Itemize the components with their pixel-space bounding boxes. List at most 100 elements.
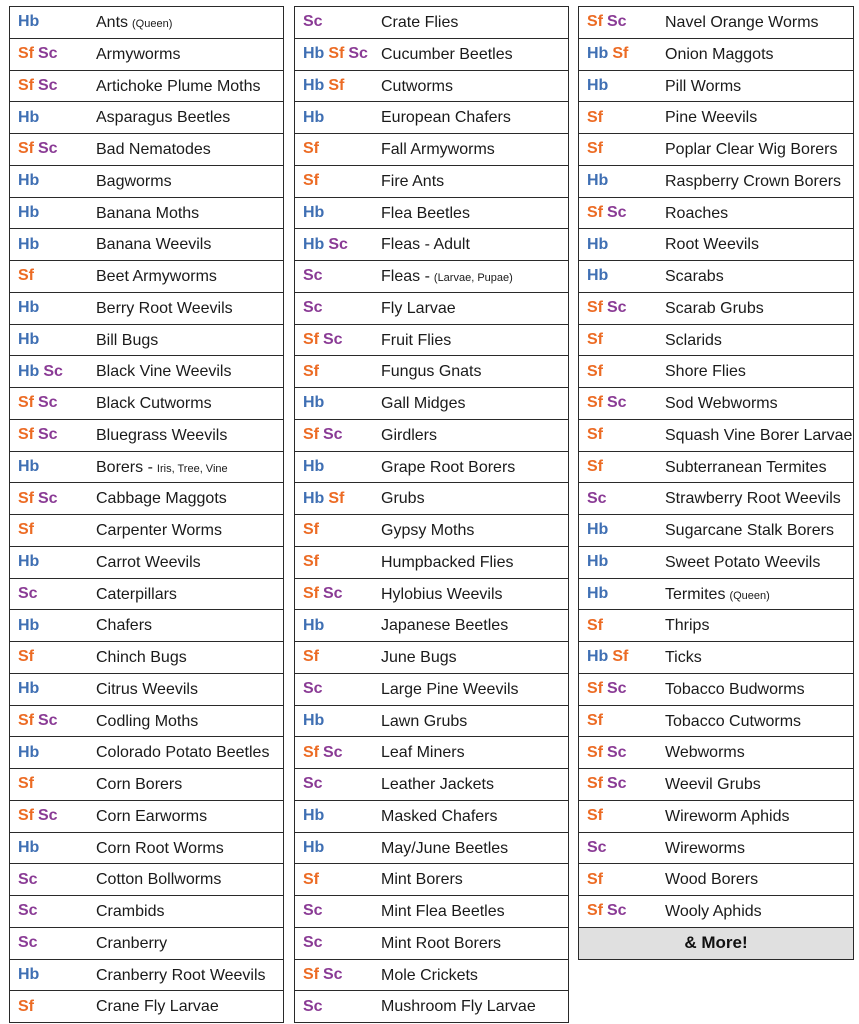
pest-name-text: Caterpillars	[96, 585, 177, 603]
code-hb: Hb	[303, 235, 325, 253]
more-row: & More!	[579, 927, 853, 960]
pest-name-text: Corn Root Worms	[96, 839, 224, 857]
code-hb: Hb	[587, 584, 609, 602]
pest-name: Thrips	[665, 610, 709, 641]
code-hb: Hb	[18, 743, 40, 761]
pest-name: Mint Borers	[381, 864, 463, 895]
pest-name: Wood Borers	[665, 864, 758, 895]
pest-row: Sf Crane Fly Larvae	[10, 991, 283, 1023]
nematode-codes: Sf Sc	[587, 293, 631, 324]
pest-name: Bluegrass Weevils	[96, 420, 227, 451]
pest-row: Sf Sclarids	[579, 325, 853, 357]
pest-row: Sf Mint Borers	[295, 864, 568, 896]
code-sc: Sc	[587, 838, 607, 856]
pest-name: Cutworms	[381, 71, 453, 102]
nematode-codes: Hb	[303, 706, 328, 737]
pest-name: Beet Armyworms	[96, 261, 217, 292]
pest-name: June Bugs	[381, 642, 457, 673]
pest-row: Sf Shore Flies	[579, 356, 853, 388]
pest-name: Leather Jackets	[381, 769, 494, 800]
pest-note: (Queen)	[729, 589, 770, 602]
nematode-codes: Sf Sc	[587, 674, 631, 705]
code-sf: Sf	[587, 108, 603, 126]
code-sc: Sc	[43, 362, 63, 380]
pest-name-text: Gypsy Moths	[381, 522, 475, 539]
code-sc: Sc	[607, 680, 627, 698]
pest-row: Sc Strawberry Root Weevils	[579, 483, 853, 515]
pest-name: Onion Maggots	[665, 39, 774, 70]
pest-name-text: Crane Fly Larvae	[96, 998, 219, 1016]
pest-name: Fall Armyworms	[381, 134, 495, 165]
code-sf: Sf	[303, 172, 319, 190]
code-sf: Sf	[328, 45, 345, 63]
nematode-codes: Sf Sc	[587, 388, 631, 419]
nematode-codes: Hb	[18, 452, 43, 483]
pest-row: Hb Root Weevils	[579, 229, 853, 261]
pest-name-text: May/June Beetles	[381, 839, 509, 857]
pest-name-text: Cotton Bollworms	[96, 871, 222, 889]
pest-row: Hb Lawn Grubs	[295, 706, 568, 738]
pest-name: Poplar Clear Wig Borers	[665, 134, 838, 165]
pest-name: Carrot Weevils	[96, 547, 201, 578]
pest-name: Ants (Queen)	[96, 7, 172, 38]
pest-row: Sc Leather Jackets	[295, 769, 568, 801]
code-sc: Sc	[38, 76, 58, 94]
pest-name-text: Scarabs	[665, 268, 724, 285]
pest-name-text: Mint Root Borers	[381, 934, 502, 952]
nematode-codes: Hb Sf Sc	[303, 39, 372, 70]
pest-name-text: Termites	[665, 585, 726, 603]
pest-name: Tobacco Budworms	[665, 674, 805, 705]
pest-row: Hb Ants (Queen)	[10, 7, 283, 39]
nematode-codes: Sf Sc	[18, 706, 62, 737]
pest-row: Hb Sc Fleas - Adult	[295, 229, 568, 261]
pest-row: Sf Sc Sod Webworms	[579, 388, 853, 420]
pest-name-text: Carpenter Worms	[96, 522, 222, 539]
pest-row: Sf Wireworm Aphids	[579, 801, 853, 833]
pest-name-text: Flea Beetles	[381, 204, 470, 222]
code-hb: Hb	[18, 680, 40, 698]
code-sf: Sf	[587, 807, 603, 825]
code-sf: Sf	[303, 330, 319, 348]
pest-name: Scarab Grubs	[665, 293, 764, 324]
nematode-codes: Sf Sc	[18, 420, 62, 451]
code-sc: Sc	[303, 299, 323, 317]
pest-row: Sf Sc Tobacco Budworms	[579, 674, 853, 706]
pest-name: Mint Root Borers	[381, 928, 501, 959]
code-hb: Hb	[18, 235, 40, 253]
pest-row: Hb Cranberry Root Weevils	[10, 960, 283, 992]
pest-name: Pine Weevils	[665, 102, 757, 133]
nematode-codes: Hb	[18, 229, 43, 260]
code-hb: Hb	[303, 394, 325, 412]
code-hb: Hb	[303, 45, 325, 63]
pest-name: Borers - Iris, Tree, Vine	[96, 452, 228, 483]
pest-row: Sf Chinch Bugs	[10, 642, 283, 674]
nematode-codes: Sc	[303, 769, 327, 800]
pest-note: (Queen)	[132, 18, 173, 30]
code-sf: Sf	[587, 13, 603, 31]
pest-name-text: Cutworms	[381, 77, 454, 95]
nematode-codes: Sc	[303, 261, 327, 292]
pest-name: Subterranean Termites	[665, 452, 827, 483]
nematode-codes: Sc	[303, 7, 327, 38]
nematode-codes: Hb	[18, 547, 43, 578]
code-sc: Sc	[607, 299, 627, 317]
pest-row: Sf Fall Armyworms	[295, 134, 568, 166]
pest-name-text: Fly Larvae	[381, 299, 456, 317]
pest-name-text: Artichoke Plume Moths	[96, 77, 261, 95]
pest-name: Shore Flies	[665, 356, 746, 387]
pest-name: Termites (Queen)	[665, 579, 770, 610]
pest-row: Sf Sc Mole Crickets	[295, 960, 568, 992]
nematode-codes: Sc	[303, 896, 327, 927]
pest-name-text: Banana Weevils	[96, 236, 212, 254]
code-sf: Sf	[587, 616, 603, 634]
pest-name: Corn Borers	[96, 769, 182, 800]
pest-name-text: Beet Armyworms	[96, 268, 217, 285]
pest-name-text: Mushroom Fly Larvae	[381, 998, 536, 1016]
code-sc: Sc	[607, 743, 627, 761]
pest-name: Sclarids	[665, 325, 722, 356]
code-sc: Sc	[607, 13, 627, 31]
code-sf: Sf	[587, 902, 603, 920]
code-hb: Hb	[303, 457, 325, 475]
code-sf: Sf	[303, 965, 319, 983]
code-hb: Hb	[18, 330, 40, 348]
